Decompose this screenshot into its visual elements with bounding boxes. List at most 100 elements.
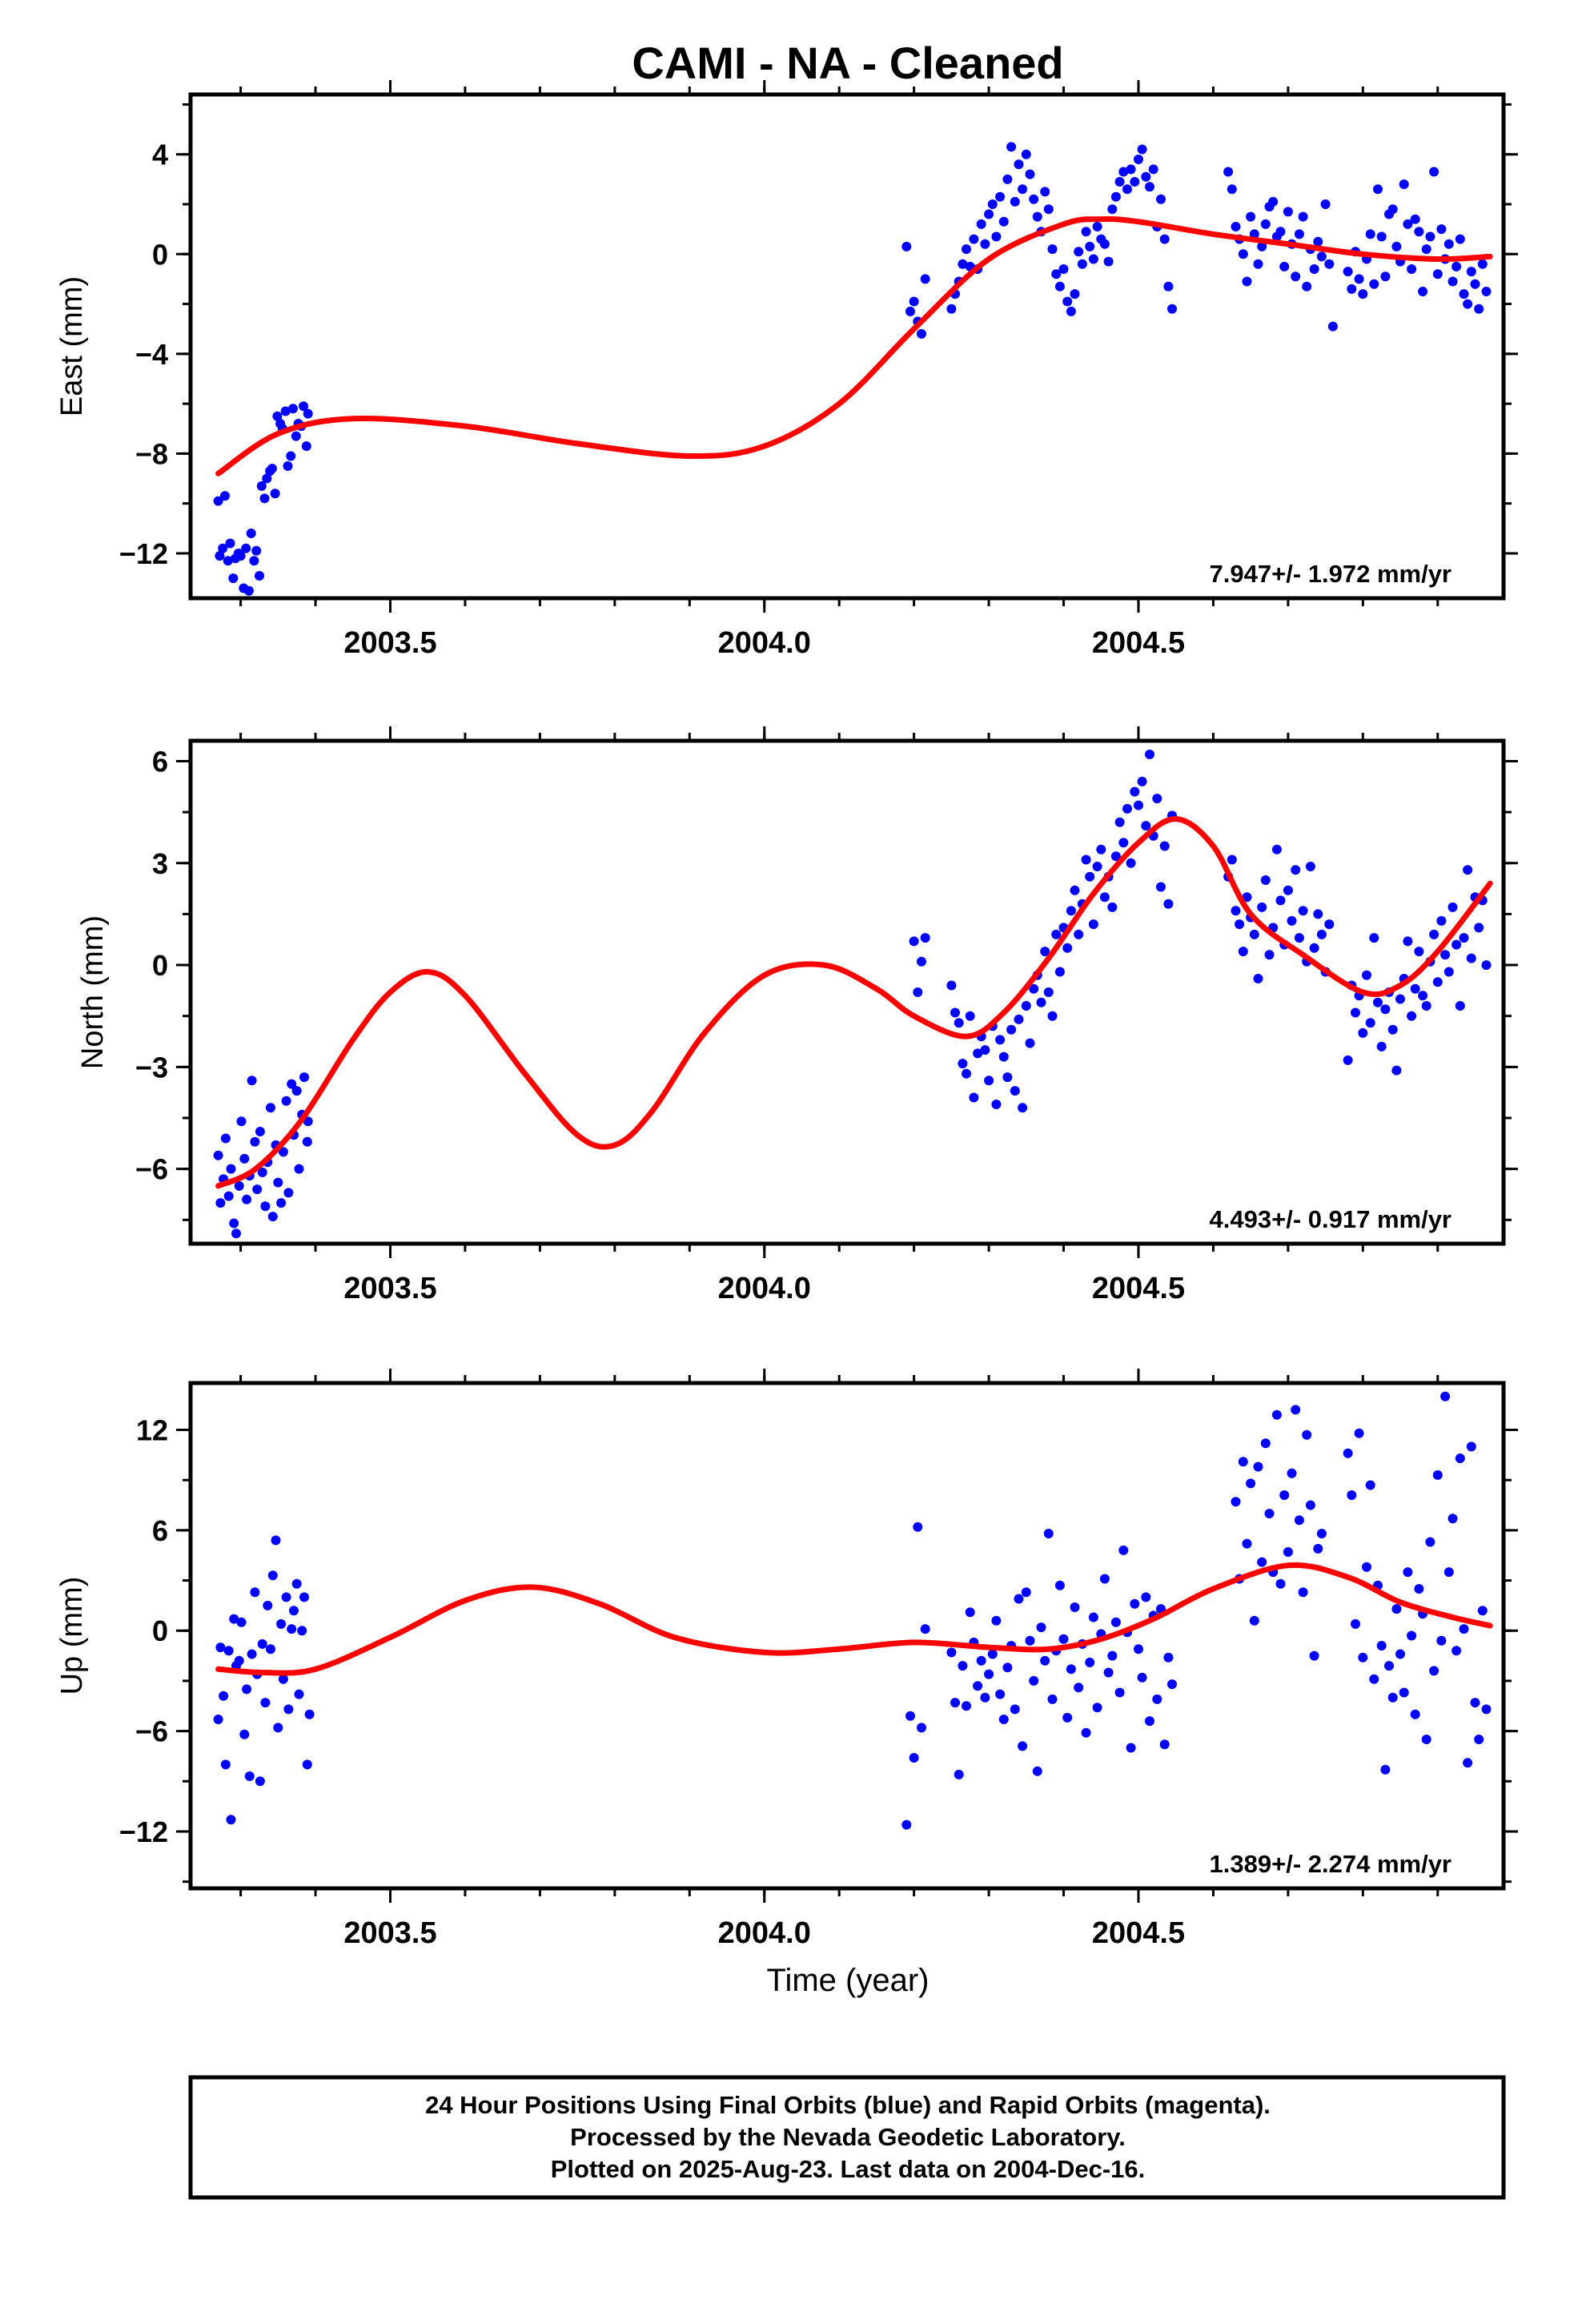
up-data-point	[1279, 1490, 1290, 1500]
north-data-point	[1231, 906, 1241, 916]
north-data-point	[958, 1059, 968, 1069]
north-data-point	[1459, 933, 1469, 943]
east-data-point	[1343, 267, 1353, 277]
up-data-point	[1358, 1652, 1368, 1663]
up-data-point	[995, 1689, 1006, 1699]
east-data-point	[1324, 259, 1335, 269]
east-data-point	[1414, 227, 1424, 237]
up-data-point	[1163, 1652, 1174, 1663]
north-data-point	[980, 1045, 990, 1055]
east-data-point	[1103, 256, 1114, 267]
up-x-tick-label: 2004.0	[718, 1916, 811, 1950]
north-data-point	[266, 1103, 275, 1113]
east-data-point	[1291, 271, 1301, 282]
east-data-point	[1231, 222, 1241, 231]
north-data-point	[278, 1147, 288, 1157]
east-data-point	[223, 556, 233, 566]
north-data-point	[1391, 1065, 1402, 1076]
east-data-point	[241, 543, 251, 553]
east-data-point	[1163, 281, 1174, 292]
up-y-tick-label: −12	[119, 1815, 168, 1848]
up-data-point	[1103, 1667, 1114, 1678]
east-y-tick-label: 4	[152, 139, 168, 171]
up-data-point	[1066, 1664, 1076, 1675]
up-data-point	[1099, 1574, 1110, 1584]
up-data-point	[1291, 1405, 1301, 1415]
east-data-point	[1130, 177, 1140, 187]
east-data-point	[249, 556, 259, 566]
east-data-point	[984, 209, 994, 219]
north-data-point	[247, 1076, 257, 1086]
up-data-point	[1395, 1649, 1405, 1659]
up-data-point	[1021, 1587, 1031, 1598]
east-data-point	[1246, 211, 1256, 222]
up-data-point	[913, 1522, 923, 1532]
east-data-point	[1376, 231, 1387, 242]
east-data-point	[1051, 269, 1062, 279]
east-data-point	[1025, 169, 1035, 179]
north-data-point	[1380, 1004, 1391, 1015]
up-data-point	[1032, 1766, 1042, 1776]
up-data-point	[962, 1701, 971, 1711]
north-data-point	[1395, 994, 1405, 1004]
north-data-point	[1141, 821, 1151, 831]
north-data-point	[1092, 862, 1102, 871]
east-panel: 2003.5 2004.0 2004.5 −12 −8 −4 0 4 East (mm) 7…	[55, 80, 1518, 660]
up-data-point	[980, 1692, 990, 1703]
north-data-point	[1443, 967, 1454, 977]
north-data-point	[1088, 919, 1098, 930]
up-data-point	[987, 1649, 998, 1659]
north-data-point	[1447, 902, 1458, 912]
east-data-point	[1253, 259, 1263, 269]
east-data-point	[998, 216, 1009, 227]
north-data-point	[215, 1198, 226, 1208]
up-data-point	[234, 1655, 244, 1666]
north-data-point	[1006, 1024, 1017, 1035]
up-data-point	[1369, 1674, 1379, 1684]
north-x-tick-label: 2004.0	[718, 1272, 811, 1305]
up-data-point	[1432, 1470, 1443, 1480]
up-data-point	[1070, 1602, 1080, 1612]
footer-line-2: Processed by the Nevada Geodetic Laborat…	[570, 2123, 1126, 2151]
up-data-point	[1036, 1622, 1046, 1633]
north-data-point	[1018, 1103, 1028, 1113]
north-data-point	[1365, 1018, 1375, 1028]
north-data-point	[913, 987, 923, 997]
up-data-point	[1440, 1391, 1451, 1401]
east-data-point	[946, 304, 957, 314]
east-y-axis-label: East (mm)	[55, 276, 89, 416]
up-data-point	[1362, 1562, 1371, 1572]
east-data-point	[243, 585, 254, 596]
up-data-point	[1134, 1644, 1143, 1655]
north-y-tick-label: 6	[152, 745, 168, 778]
north-data-point	[973, 1048, 983, 1059]
north-points	[213, 750, 1492, 1239]
north-data-point	[1014, 1014, 1024, 1024]
east-data-point	[1029, 194, 1039, 204]
east-data-point	[215, 551, 225, 561]
east-y-tick-label: −4	[135, 338, 168, 371]
north-y-tick-label: 3	[152, 847, 168, 880]
north-data-point	[229, 1218, 239, 1228]
north-data-point	[1369, 933, 1379, 943]
up-data-point	[1231, 1497, 1241, 1507]
up-data-point	[1145, 1716, 1154, 1727]
east-data-point	[917, 328, 926, 339]
east-data-point	[1459, 289, 1469, 300]
north-data-point	[1137, 776, 1147, 786]
east-data-point	[1432, 269, 1443, 279]
north-data-point	[1271, 844, 1282, 854]
up-data-point	[1343, 1448, 1353, 1458]
up-y-tick-label: 12	[136, 1414, 168, 1447]
north-data-point	[1043, 987, 1054, 997]
up-data-point	[1376, 1641, 1387, 1651]
east-data-point	[213, 496, 223, 506]
east-data-point	[218, 543, 228, 553]
north-data-point	[231, 1228, 241, 1239]
east-data-point	[228, 573, 239, 584]
east-data-point	[1470, 279, 1480, 289]
east-data-point	[909, 296, 919, 307]
x-axis-label: Time (year)	[767, 1963, 930, 1998]
north-y-tick-label: −6	[135, 1153, 168, 1186]
north-data-point	[281, 1096, 291, 1106]
